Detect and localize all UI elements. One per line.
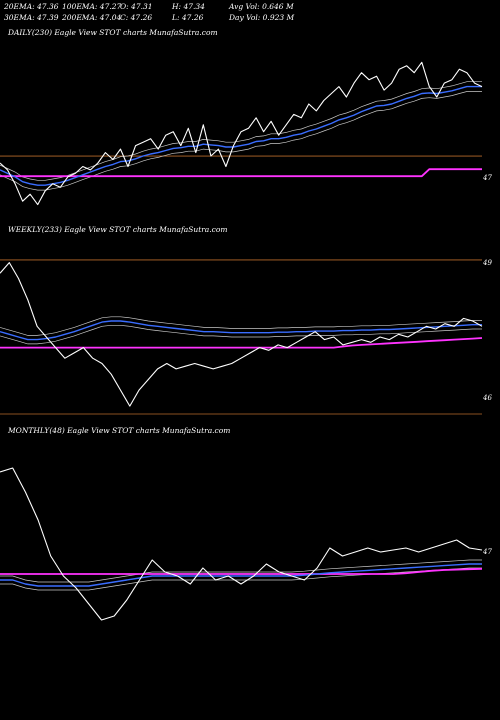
hdr-ema200: 200EMA: 47.04 xyxy=(62,13,122,22)
hdr-open: O: 47.31 xyxy=(120,2,153,11)
weekly-ema-long-line xyxy=(0,337,483,349)
daily-panel-title: DAILY(230) Eagle View STOT charts Munafa… xyxy=(8,28,218,37)
monthly-band-line xyxy=(0,559,482,583)
hdr-avg-vol: Avg Vol: 0.646 M xyxy=(229,2,294,11)
hdr-day-vol: Day Vol: 0.923 M xyxy=(229,13,295,22)
weekly-ytick-top: 49 xyxy=(483,259,492,267)
weekly-band-line xyxy=(0,324,482,345)
hdr-ema30: 30EMA: 47.39 xyxy=(4,13,59,22)
hdr-low: L: 47.26 xyxy=(172,13,204,22)
monthly-ema-short-line xyxy=(0,563,482,587)
monthly-band-line xyxy=(0,567,482,591)
hdr-ema20: 20EMA: 47.36 xyxy=(4,2,59,11)
weekly-price-line xyxy=(0,262,483,407)
hdr-high: H: 47.34 xyxy=(172,2,205,11)
hdr-ema100: 100EMA: 47.27 xyxy=(62,2,122,11)
daily-band-line xyxy=(0,81,482,181)
daily-band-line xyxy=(0,91,482,191)
daily-price-line xyxy=(0,61,483,206)
weekly-band-line xyxy=(0,316,482,336)
monthly-ytick: 47 xyxy=(483,548,492,556)
monthly-ema-long-line xyxy=(0,567,483,575)
monthly-panel-title: MONTHLY(48) Eagle View STOT charts Munaf… xyxy=(8,426,231,435)
hdr-close: C: 47.26 xyxy=(120,13,153,22)
daily-ytick: 47 xyxy=(483,174,492,182)
monthly-price-line xyxy=(0,467,483,621)
daily-ema-short-line xyxy=(0,85,482,186)
weekly-ema-short-line xyxy=(0,320,482,341)
weekly-panel-title: WEEKLY(233) Eagle View STOT charts Munaf… xyxy=(8,225,228,234)
weekly-ytick-bottom: 46 xyxy=(483,394,492,402)
